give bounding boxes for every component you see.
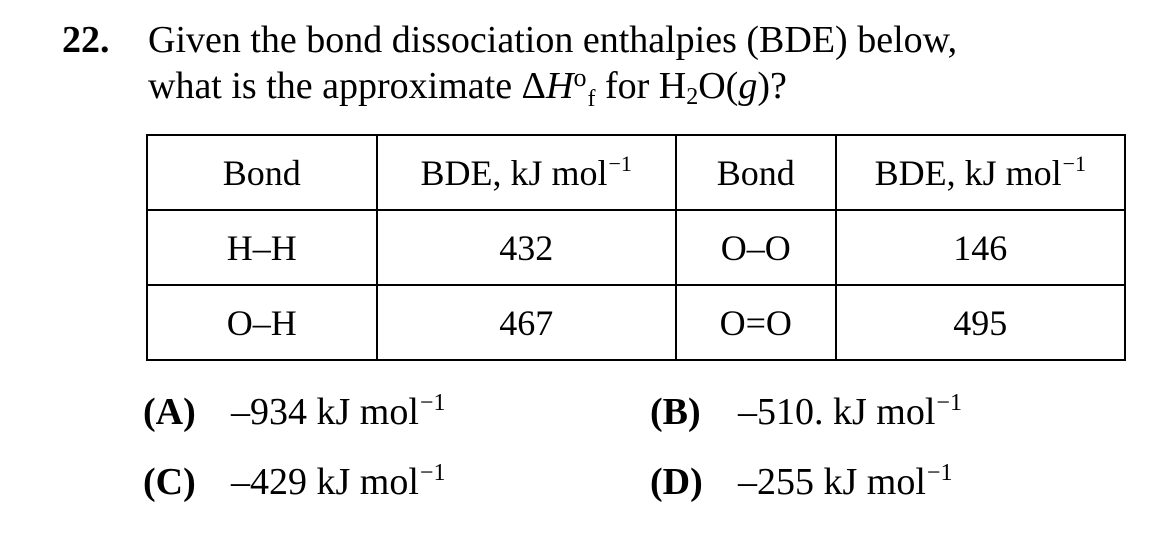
table-row: O–H 467 O=O 495 [146, 284, 1127, 361]
choice-c[interactable]: (C) –429 kJ mol−1 [143, 458, 445, 506]
phase-symbol: g [738, 65, 758, 107]
formula-subscript: 2 [686, 84, 699, 110]
choice-label: (C) [143, 461, 196, 503]
choice-exponent: −1 [419, 460, 446, 486]
choice-label: (D) [650, 461, 703, 503]
question-text-line1: Given the bond dissociation enthalpies (… [148, 19, 958, 61]
table-cell: 467 [375, 284, 677, 361]
question-text-part: )? [757, 65, 787, 107]
choice-exponent: −1 [419, 390, 446, 416]
choice-value: –255 kJ mol [738, 461, 926, 503]
table-cell: H–H [146, 209, 378, 286]
choice-value: –934 kJ mol [231, 391, 419, 433]
table-cell: 495 [834, 284, 1127, 361]
choice-exponent: −1 [926, 460, 953, 486]
question-text-part: what is the approximate Δ [148, 65, 546, 107]
table-cell: 146 [834, 209, 1127, 286]
choice-b[interactable]: (B) –510. kJ mol−1 [650, 388, 962, 436]
formation-subscript: f [587, 86, 596, 112]
table-cell: O=O [674, 284, 837, 361]
table-header-cell: Bond [146, 134, 378, 211]
table-header-row: Bond BDE, kJ mol−1 Bond BDE, kJ mol−1 [146, 134, 1127, 211]
question-number: 22. [62, 19, 110, 61]
standard-state-symbol: o [573, 63, 587, 92]
table-row: H–H 432 O–O 146 [146, 209, 1127, 286]
choice-value: –429 kJ mol [231, 461, 419, 503]
question-text-line2: what is the approximate ΔHof for H2O(g)? [148, 62, 787, 112]
table-header-cell: BDE, kJ mol−1 [834, 134, 1127, 211]
choice-label: (B) [650, 391, 701, 433]
bde-table: Bond BDE, kJ mol−1 Bond BDE, kJ mol−1 H–… [146, 134, 1127, 361]
choice-value: –510. kJ mol [738, 391, 936, 433]
choice-a[interactable]: (A) –934 kJ mol−1 [143, 388, 445, 436]
enthalpy-symbol: H [546, 65, 574, 107]
table-cell: O–O [674, 209, 837, 286]
table-cell: O–H [146, 284, 378, 361]
question-text-part: for H [595, 65, 687, 107]
choice-exponent: −1 [936, 390, 962, 416]
table-cell: 432 [375, 209, 677, 286]
question-text-part: O( [698, 65, 739, 107]
choice-d[interactable]: (D) –255 kJ mol−1 [650, 458, 952, 506]
table-header-cell: Bond [674, 134, 837, 211]
table-header-cell: BDE, kJ mol−1 [375, 134, 677, 211]
choice-label: (A) [143, 391, 196, 433]
